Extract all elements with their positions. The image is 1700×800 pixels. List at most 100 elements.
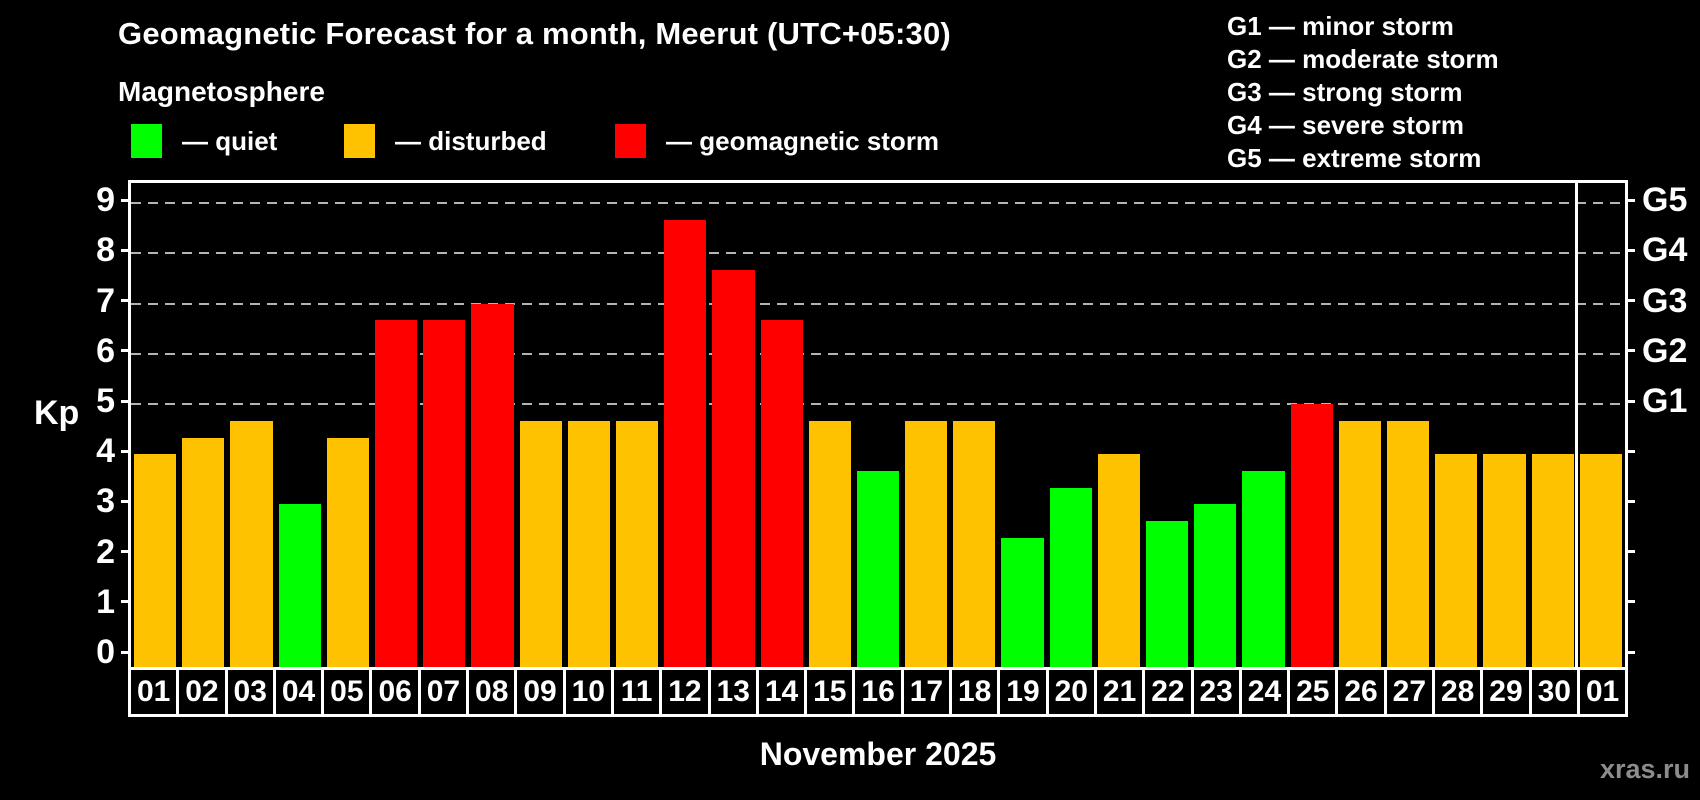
day-label-08: 08	[466, 667, 518, 717]
day-label-03: 03	[224, 667, 276, 717]
y-tick-left-3	[121, 499, 131, 503]
y-tick-left-1	[121, 600, 131, 604]
g-scale-legend-item-1: G1 — minor storm	[1227, 11, 1454, 41]
y-tick-right-1	[1625, 600, 1635, 604]
bar-day-03	[230, 420, 273, 670]
bar-day-02	[182, 437, 225, 670]
day-label-23: 23	[1190, 667, 1242, 717]
legend-item-quiet: — quiet	[131, 124, 277, 158]
bar-day-01-next-month	[1579, 454, 1622, 670]
bar-day-04	[278, 504, 321, 670]
y-tick-right-0	[1625, 650, 1635, 654]
bar-day-18	[953, 420, 996, 670]
month-separator	[1575, 183, 1579, 670]
bar-day-23	[1194, 504, 1237, 670]
day-label-30: 30	[1528, 667, 1580, 717]
bar-day-20	[1049, 487, 1092, 670]
day-label-20: 20	[1045, 667, 1097, 717]
y-tick-right-3	[1625, 499, 1635, 503]
day-label-04: 04	[272, 667, 325, 717]
legend-item-disturbed: — disturbed	[344, 124, 547, 158]
day-label-15: 15	[804, 667, 856, 717]
bar-day-05	[326, 437, 369, 670]
bar-day-15	[808, 420, 851, 670]
y-tick-left-2	[121, 550, 131, 554]
y-tick-label-3: 3	[96, 482, 115, 521]
y-tick-label-8: 8	[96, 231, 115, 270]
storm-swatch	[615, 124, 646, 158]
day-label-11: 11	[610, 667, 663, 717]
day-label-27: 27	[1383, 667, 1436, 717]
gridline-kp6	[131, 352, 1625, 355]
g-scale-legend-item-3: G3 — strong storm	[1227, 77, 1463, 107]
bar-day-24	[1242, 470, 1285, 670]
gridline-kp8	[131, 252, 1625, 255]
day-label-01-next-month: 01	[1576, 667, 1629, 717]
watermark: xras.ru	[1599, 754, 1690, 784]
day-label-18: 18	[949, 667, 1001, 717]
day-label-05: 05	[321, 667, 373, 717]
day-label-09: 09	[514, 667, 566, 717]
y-tick-left-7	[121, 299, 131, 303]
right-axis-label-G4: G4	[1642, 231, 1688, 270]
day-label-07: 07	[417, 667, 470, 717]
plot-frame	[128, 180, 1628, 670]
day-label-24: 24	[1238, 667, 1291, 717]
y-tick-right-4	[1625, 449, 1635, 453]
y-tick-right-7	[1625, 299, 1635, 303]
bar-day-21	[1097, 454, 1141, 670]
g-scale-legend-item-2: G2 — moderate storm	[1227, 44, 1499, 74]
y-tick-label-2: 2	[96, 532, 115, 571]
bar-day-26	[1338, 420, 1382, 670]
bar-day-09	[519, 420, 562, 670]
plot-area	[131, 183, 1625, 670]
gridline-kp7	[131, 302, 1625, 305]
day-label-25: 25	[1287, 667, 1339, 717]
day-label-12: 12	[659, 667, 711, 717]
g-scale-legend-item-4: G4 — severe storm	[1227, 110, 1465, 140]
legend-label-disturbed: — disturbed	[395, 125, 547, 156]
right-axis-label-G5: G5	[1642, 181, 1688, 220]
bar-day-13	[712, 269, 755, 670]
bar-day-29	[1483, 454, 1526, 670]
disturbed-swatch	[344, 124, 375, 158]
y-tick-left-6	[121, 349, 131, 353]
bar-day-10	[567, 420, 610, 670]
y-tick-left-4	[121, 449, 131, 453]
bar-day-17	[905, 420, 948, 670]
x-axis-title: November 2025	[759, 736, 997, 772]
g-scale-legend: G1 — minor storm G2 — moderate storm G3 — …	[1227, 10, 1499, 175]
y-tick-right-6	[1625, 349, 1635, 353]
bar-day-16	[856, 470, 900, 670]
bar-day-12	[664, 219, 707, 670]
y-tick-left-0	[121, 650, 131, 654]
bar-day-01	[134, 454, 177, 670]
right-axis-label-G2: G2	[1642, 331, 1688, 370]
bar-day-27	[1387, 420, 1430, 670]
day-label-17: 17	[900, 667, 953, 717]
day-label-10: 10	[562, 667, 614, 717]
day-axis: 01 02 03 04 05 06 07 08 09 10 11 12 13 14 15 16 17 18 19 20…	[128, 667, 1629, 717]
y-tick-right-5	[1625, 399, 1635, 403]
y-tick-label-0: 0	[96, 633, 115, 671]
y-tick-left-8	[121, 248, 131, 252]
page-subtitle: Magnetosphere	[118, 76, 325, 107]
day-label-19: 19	[997, 667, 1049, 717]
y-tick-left-5	[121, 399, 131, 403]
day-label-14: 14	[755, 667, 808, 717]
gridline-kp5	[131, 403, 1625, 405]
y-tick-label-9: 9	[96, 181, 115, 220]
bar-day-22	[1146, 520, 1189, 670]
day-label-28: 28	[1432, 667, 1484, 717]
day-label-21: 21	[1093, 667, 1146, 717]
bar-day-30	[1531, 454, 1574, 670]
day-label-16: 16	[852, 667, 904, 717]
bar-day-28	[1435, 454, 1478, 670]
y-axis-title: Kp	[34, 394, 80, 432]
bar-day-07	[423, 320, 466, 670]
legend-item-storm: — geomagnetic storm	[615, 124, 939, 158]
bar-day-06	[374, 320, 418, 670]
bar-day-11	[615, 420, 659, 670]
day-label-29: 29	[1480, 667, 1532, 717]
